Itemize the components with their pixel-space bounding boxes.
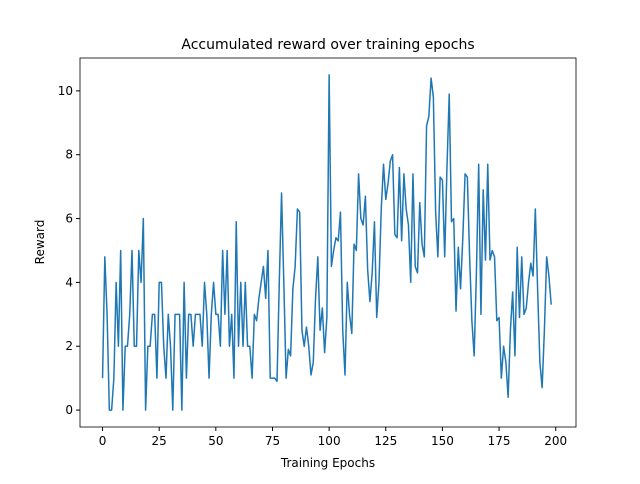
y-tick-label: 10 [58,84,73,98]
x-tick-label: 75 [265,434,280,448]
x-tick-label: 150 [431,434,454,448]
line-series [101,74,552,411]
x-tick-label: 0 [99,434,107,448]
x-tick-label: 125 [374,434,397,448]
x-tick-label: 200 [544,434,567,448]
x-tick-label: 175 [488,434,511,448]
x-tick-label: 100 [318,434,341,448]
y-tick-label: 2 [65,339,73,353]
x-tick-label: 25 [152,434,167,448]
chart-title: Accumulated reward over training epochs [181,37,474,53]
y-tick-label: 6 [65,212,73,226]
y-tick-label: 4 [65,275,73,289]
y-tick-label: 8 [65,148,73,162]
plot-frame [79,57,577,428]
y-axis-label: Reward [33,220,47,265]
y-tick-label: 0 [65,403,73,417]
x-axis-label: Training Epochs [280,456,375,470]
x-tick-label: 50 [208,434,223,448]
